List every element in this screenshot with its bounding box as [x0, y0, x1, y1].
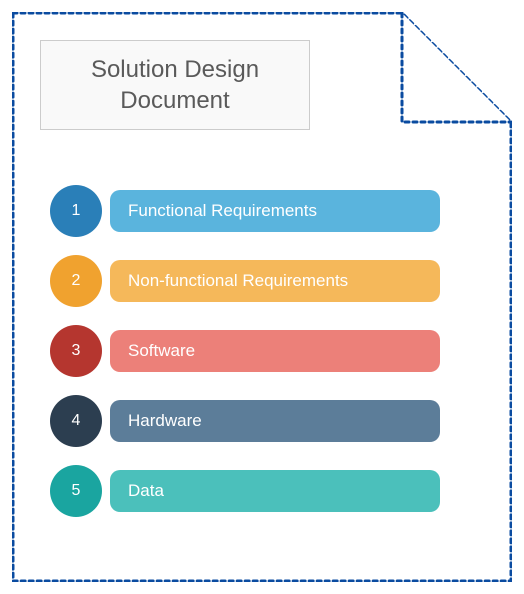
item-label: Hardware	[128, 411, 202, 431]
item-label: Functional Requirements	[128, 201, 317, 221]
item-label: Software	[128, 341, 195, 361]
list-item: Software 3	[50, 325, 450, 377]
item-number: 5	[72, 482, 81, 500]
item-number: 2	[72, 272, 81, 290]
item-label: Data	[128, 481, 164, 501]
item-bar: Software	[110, 330, 440, 372]
item-label: Non-functional Requirements	[128, 271, 348, 291]
item-bar: Hardware	[110, 400, 440, 442]
item-number: 4	[72, 412, 81, 430]
item-number: 1	[72, 202, 81, 220]
item-bar: Non-functional Requirements	[110, 260, 440, 302]
item-number-circle: 4	[50, 395, 102, 447]
items-list: Functional Requirements 1 Non-functional R…	[50, 185, 450, 535]
list-item: Non-functional Requirements 2	[50, 255, 450, 307]
item-number: 3	[72, 342, 81, 360]
item-bar: Data	[110, 470, 440, 512]
list-item: Functional Requirements 1	[50, 185, 450, 237]
document-title: Solution Design Document	[40, 40, 310, 130]
list-item: Data 5	[50, 465, 450, 517]
item-number-circle: 3	[50, 325, 102, 377]
list-item: Hardware 4	[50, 395, 450, 447]
item-bar: Functional Requirements	[110, 190, 440, 232]
item-number-circle: 2	[50, 255, 102, 307]
item-number-circle: 1	[50, 185, 102, 237]
item-number-circle: 5	[50, 465, 102, 517]
document-title-text: Solution Design Document	[51, 54, 299, 116]
